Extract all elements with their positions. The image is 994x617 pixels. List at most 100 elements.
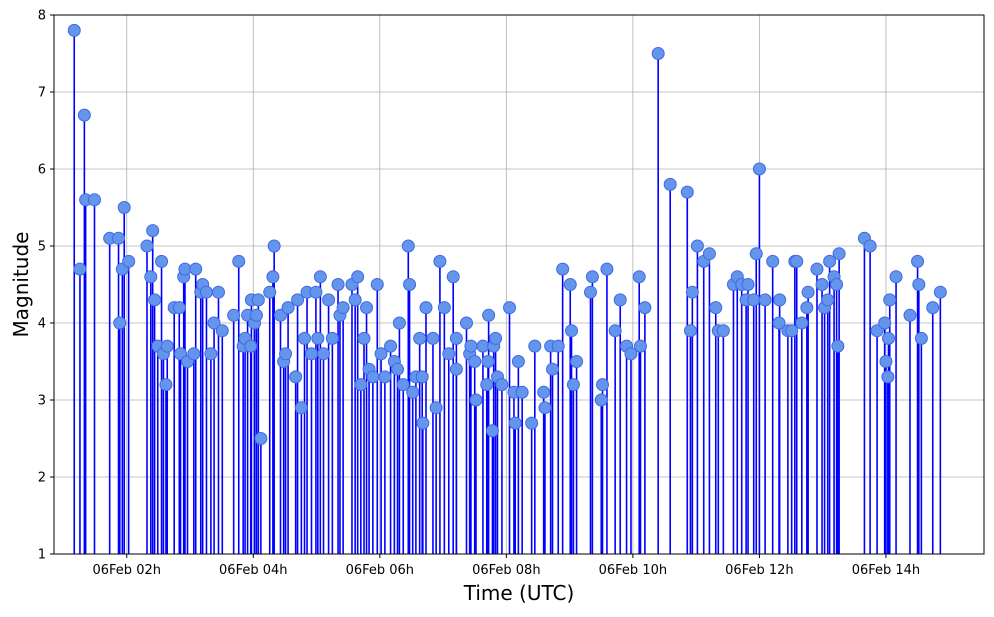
stem-marker <box>503 301 517 315</box>
stem-marker <box>489 331 503 345</box>
stem-marker <box>416 416 430 430</box>
stem-marker <box>148 293 162 307</box>
stem-marker <box>800 301 814 315</box>
stem-marker <box>878 316 892 330</box>
stem-marker <box>508 416 522 430</box>
stem-marker <box>263 285 277 299</box>
stem-marker <box>178 262 192 276</box>
stem-marker <box>415 370 429 384</box>
stem-marker <box>525 416 539 430</box>
stem-marker <box>433 254 447 268</box>
y-axis-title: Magnitude <box>9 232 33 338</box>
stem-marker <box>291 293 305 307</box>
stem-marker <box>77 108 91 122</box>
stem-marker <box>495 378 509 392</box>
stem-marker <box>459 316 473 330</box>
stem-marker <box>360 301 374 315</box>
stem-marker <box>889 270 903 284</box>
stem-marker <box>227 308 241 322</box>
stem-marker <box>370 278 384 291</box>
stem-marker <box>801 285 815 299</box>
stem-marker <box>863 239 877 253</box>
stem-marker <box>476 339 490 353</box>
stem-marker <box>823 254 837 268</box>
stem-marker <box>112 231 126 245</box>
stem-marker <box>594 393 608 407</box>
stem-marker <box>251 293 265 307</box>
stem-marker <box>766 254 780 268</box>
stem-marker <box>199 285 213 299</box>
stem-marker <box>528 339 542 353</box>
stem-marker <box>311 331 325 345</box>
stem-marker <box>146 224 160 238</box>
stem-marker <box>117 201 131 214</box>
x-tick-label: 06Feb 06h <box>346 563 414 578</box>
stem-marker <box>160 339 174 353</box>
stem-marker <box>585 270 599 284</box>
y-tick-label: 2 <box>38 471 46 486</box>
stem-marker <box>815 278 829 291</box>
stem-marker <box>795 316 809 330</box>
stem-marker <box>317 347 331 361</box>
stem-marker <box>600 262 614 276</box>
y-tick-label: 8 <box>38 9 46 24</box>
stem-marker <box>469 393 483 407</box>
stem-marker <box>266 270 280 284</box>
stem-marker <box>537 385 551 399</box>
stem-marker <box>140 239 154 253</box>
stem-marker <box>354 378 368 392</box>
stem-marker <box>279 347 293 361</box>
stem-marker <box>384 339 398 353</box>
stem-marker <box>651 47 665 60</box>
stem-marker <box>685 285 699 299</box>
stem-marker <box>830 278 844 291</box>
stem-marker <box>480 378 494 392</box>
stem-marker <box>879 355 893 368</box>
stem-marker <box>419 301 433 315</box>
stem-marker <box>403 278 417 291</box>
y-tick-label: 6 <box>38 163 46 178</box>
stem-marker <box>374 347 388 361</box>
stem-marker <box>883 293 897 307</box>
stem-marker <box>485 424 499 438</box>
x-tick-label: 06Feb 14h <box>852 563 920 578</box>
stem-marker <box>449 331 463 345</box>
stem-marker <box>538 401 552 415</box>
stem-marker <box>716 324 730 338</box>
stem-marker <box>551 339 565 353</box>
stem-marker <box>741 278 755 291</box>
stem-marker <box>870 324 884 338</box>
stem-marker <box>702 247 716 261</box>
stem-marker <box>189 262 203 276</box>
stem-marker <box>563 278 577 291</box>
stem-marker <box>351 270 365 284</box>
stem-marker <box>632 270 646 284</box>
stem-marker <box>401 239 415 253</box>
stem-marker <box>785 324 799 338</box>
stem-marker <box>267 239 281 253</box>
stem-marker <box>596 378 610 392</box>
stem-marker <box>437 301 451 315</box>
stem-marker <box>749 247 763 261</box>
stem-marker <box>911 254 925 268</box>
stem-marker <box>159 378 173 392</box>
stem-marker <box>881 370 895 384</box>
stem-marker <box>244 339 258 353</box>
x-tick-label: 06Feb 08h <box>472 563 540 578</box>
x-tick-label: 06Feb 02h <box>93 563 161 578</box>
y-tick-label: 7 <box>38 86 46 101</box>
stem-marker <box>790 254 804 268</box>
stem-marker <box>73 262 87 276</box>
stem-marker <box>322 293 336 307</box>
stem-marker <box>690 239 704 253</box>
stem-marker <box>309 285 323 299</box>
stem-marker <box>357 331 371 345</box>
stem-marker <box>680 185 694 199</box>
stem-marker <box>747 293 761 307</box>
stem-marker <box>464 339 478 353</box>
stem-marker <box>281 301 295 315</box>
stem-marker <box>831 339 845 353</box>
stem-marker <box>336 301 350 315</box>
